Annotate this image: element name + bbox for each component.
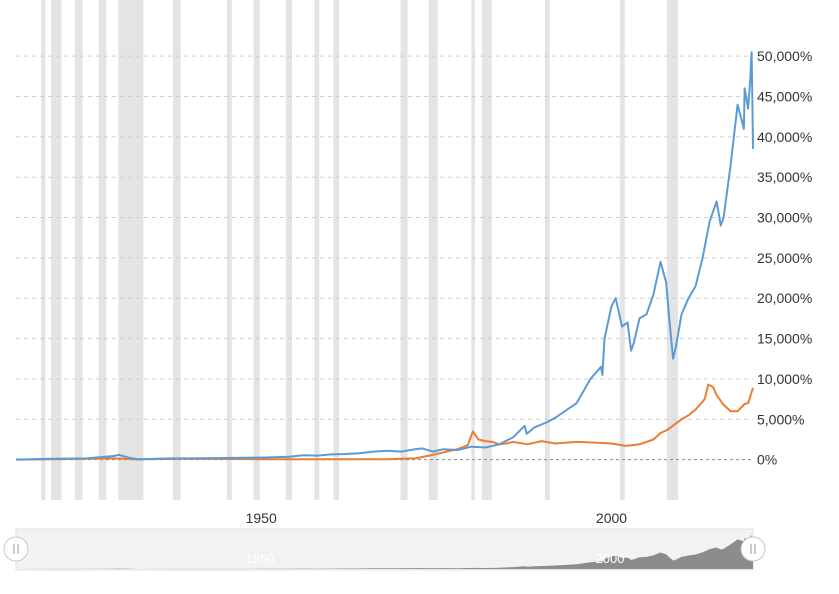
- recession-band-5: [172, 0, 181, 500]
- y-tick-label: 45,000%: [757, 88, 812, 104]
- recession-band-11: [400, 0, 408, 500]
- y-tick-label: 10,000%: [757, 371, 812, 387]
- recession-band-2: [74, 0, 83, 500]
- recession-bands: [41, 0, 679, 500]
- recession-band-15: [544, 0, 550, 500]
- recession-band-0: [41, 0, 46, 500]
- y-tick-label: 50,000%: [757, 48, 812, 64]
- x-tick-label: 2000: [596, 510, 627, 526]
- series-line-1: [15, 51, 754, 461]
- recession-band-6: [226, 0, 232, 500]
- y-tick-label: 5,000%: [757, 411, 804, 427]
- navigator-label-1950: 1950: [246, 551, 275, 566]
- y-axis-tick-labels: 0% 5,000% 10,000% 15,000% 20,000% 25,000% 30,0…: [757, 48, 812, 468]
- drag-handle-icon: [750, 544, 756, 554]
- x-tick-label: 1950: [246, 510, 277, 526]
- recession-band-17: [666, 0, 679, 500]
- recession-band-3: [98, 0, 107, 500]
- y-tick-label: 40,000%: [757, 129, 812, 145]
- navigator-label-2000: 2000: [596, 551, 625, 566]
- recession-band-13: [471, 0, 475, 500]
- recession-band-4: [118, 0, 144, 500]
- recession-band-8: [285, 0, 293, 500]
- recession-band-9: [314, 0, 320, 500]
- y-tick-label: 35,000%: [757, 169, 812, 185]
- drag-handle-icon: [13, 544, 19, 554]
- recession-band-14: [481, 0, 492, 500]
- y-tick-label: 20,000%: [757, 290, 812, 306]
- series-lines: [15, 51, 754, 461]
- recession-band-10: [333, 0, 339, 500]
- navigator-area: [16, 535, 753, 569]
- grid-lines: [16, 55, 753, 461]
- navigator-right-handle[interactable]: [740, 536, 766, 562]
- y-tick-label: 25,000%: [757, 250, 812, 266]
- x-axis-tick-labels: 1950 2000: [246, 510, 628, 526]
- recession-band-16: [619, 0, 625, 500]
- recession-band-1: [51, 0, 62, 500]
- y-tick-label: 15,000%: [757, 331, 812, 347]
- series-line-2: [15, 383, 754, 461]
- navigator-left-handle[interactable]: [3, 536, 29, 562]
- y-tick-label: 0%: [757, 452, 777, 468]
- navigator[interactable]: 1950 2000: [3, 528, 766, 571]
- recession-band-7: [253, 0, 260, 500]
- y-tick-label: 30,000%: [757, 210, 812, 226]
- recession-band-12: [428, 0, 438, 500]
